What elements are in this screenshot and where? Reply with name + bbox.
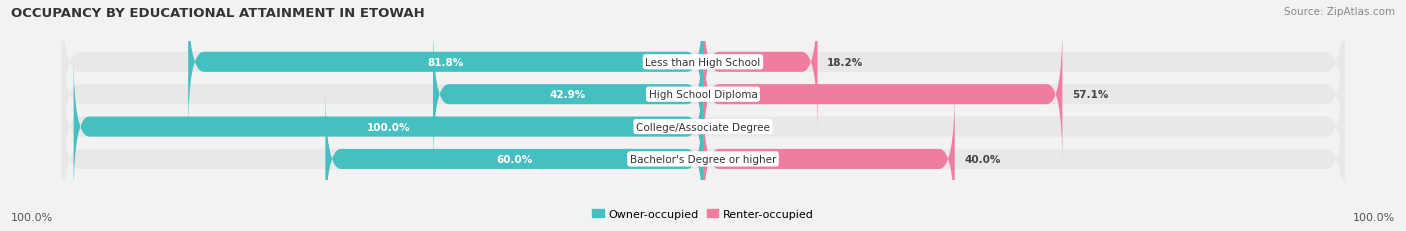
Text: 0.0%: 0.0% [713, 122, 741, 132]
FancyBboxPatch shape [703, 0, 817, 133]
FancyBboxPatch shape [60, 0, 1346, 149]
FancyBboxPatch shape [433, 24, 703, 165]
Text: OCCUPANCY BY EDUCATIONAL ATTAINMENT IN ETOWAH: OCCUPANCY BY EDUCATIONAL ATTAINMENT IN E… [11, 7, 425, 20]
FancyBboxPatch shape [325, 89, 703, 230]
Legend: Owner-occupied, Renter-occupied: Owner-occupied, Renter-occupied [588, 204, 818, 223]
Text: 57.1%: 57.1% [1071, 90, 1108, 100]
Text: Source: ZipAtlas.com: Source: ZipAtlas.com [1284, 7, 1395, 17]
Text: 100.0%: 100.0% [367, 122, 411, 132]
Text: College/Associate Degree: College/Associate Degree [636, 122, 770, 132]
Text: Less than High School: Less than High School [645, 58, 761, 67]
FancyBboxPatch shape [188, 0, 703, 133]
Text: 40.0%: 40.0% [965, 154, 1001, 164]
FancyBboxPatch shape [703, 24, 1063, 165]
Text: High School Diploma: High School Diploma [648, 90, 758, 100]
Text: Bachelor's Degree or higher: Bachelor's Degree or higher [630, 154, 776, 164]
Text: 100.0%: 100.0% [1353, 212, 1395, 222]
FancyBboxPatch shape [703, 89, 955, 230]
Text: 42.9%: 42.9% [550, 90, 586, 100]
Text: 81.8%: 81.8% [427, 58, 464, 67]
FancyBboxPatch shape [60, 73, 1346, 231]
Text: 100.0%: 100.0% [11, 212, 53, 222]
Text: 18.2%: 18.2% [827, 58, 863, 67]
FancyBboxPatch shape [73, 56, 703, 198]
FancyBboxPatch shape [60, 40, 1346, 214]
Text: 60.0%: 60.0% [496, 154, 533, 164]
FancyBboxPatch shape [60, 8, 1346, 182]
